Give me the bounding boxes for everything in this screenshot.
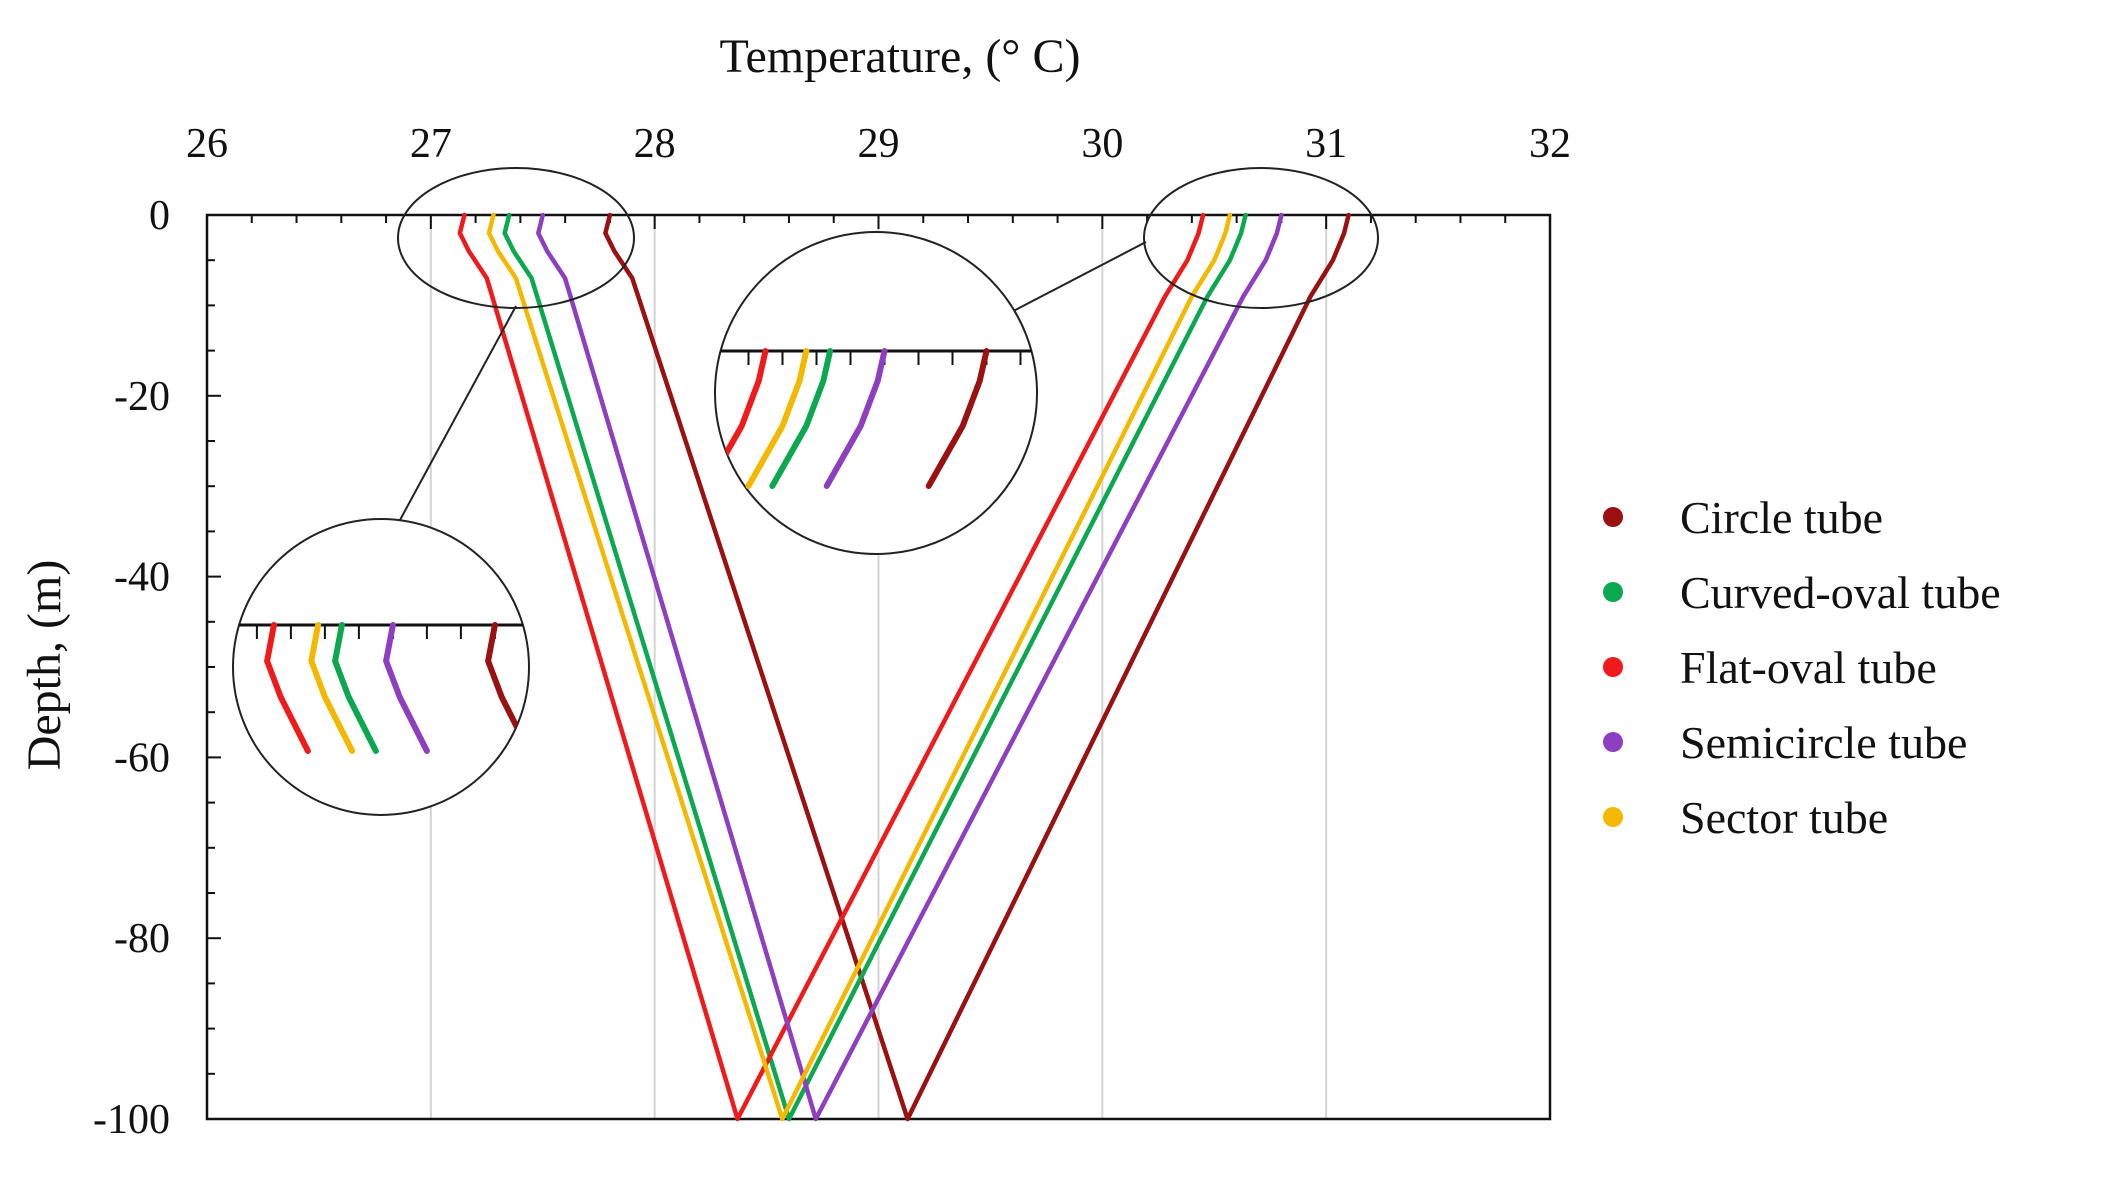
zoom-connector-right (999, 241, 1147, 319)
legend-label: Curved-oval tube (1680, 567, 2001, 618)
x-tick-label: 27 (410, 121, 452, 167)
legend-marker (1603, 582, 1623, 602)
inset-series-line (332, 622, 379, 754)
y-tick-label: -20 (114, 374, 170, 420)
legend-label: Semicircle tube (1680, 717, 1967, 768)
zoom-inset-left (232, 518, 530, 816)
legend: Circle tube Curved-oval tube Flat-oval tub… (1603, 492, 2001, 843)
inset-series-line (925, 348, 990, 489)
plot-frame (205, 213, 1552, 1121)
x-tick-label: 26 (186, 121, 228, 167)
zoom-callouts (232, 167, 1379, 816)
x-tick-label: 30 (1081, 121, 1123, 167)
x-tick-label: 29 (858, 121, 900, 167)
y-tick-label: -60 (114, 735, 170, 781)
zoom-connector-left (380, 305, 517, 556)
x-tick-labels: 26 27 28 29 30 31 32 (186, 121, 1571, 167)
y-tick-label: -100 (93, 1097, 170, 1143)
zoom-region-left (397, 167, 635, 309)
inset-series-line (264, 622, 311, 754)
legend-marker (1603, 807, 1623, 827)
inset-series-line (383, 622, 430, 754)
y-tick-label: 0 (149, 193, 170, 239)
inset-series-line (745, 348, 810, 489)
y-tick-label: -80 (114, 916, 170, 962)
legend-label: Sector tube (1680, 792, 1888, 843)
inset-series-line (308, 622, 356, 754)
x-tick-label: 28 (634, 121, 676, 167)
y-tick-label: -40 (114, 555, 170, 601)
zoom-region-right (1143, 167, 1379, 309)
series-line (486, 212, 1233, 1122)
y-axis-title: Depth, (m) (18, 560, 71, 771)
x-tick-label: 31 (1305, 121, 1347, 167)
inset-series-line (823, 348, 888, 489)
legend-marker (1603, 732, 1623, 752)
series-line (457, 212, 1206, 1122)
series-line (536, 212, 1284, 1122)
x-axis-title: Temperature, (° C) (719, 30, 1080, 83)
series-lines (457, 212, 1351, 1122)
series-line (502, 212, 1248, 1122)
legend-label: Flat-oval tube (1680, 642, 1937, 693)
legend-marker (1603, 507, 1623, 527)
series-line (603, 212, 1351, 1122)
inset-series-line (769, 348, 834, 489)
legend-label: Circle tube (1680, 492, 1883, 543)
legend-marker (1603, 657, 1623, 677)
y-tick-labels: 0 -20 -40 -60 -80 -100 (93, 193, 170, 1143)
inset-series-line (485, 622, 529, 754)
x-tick-label: 32 (1529, 121, 1571, 167)
